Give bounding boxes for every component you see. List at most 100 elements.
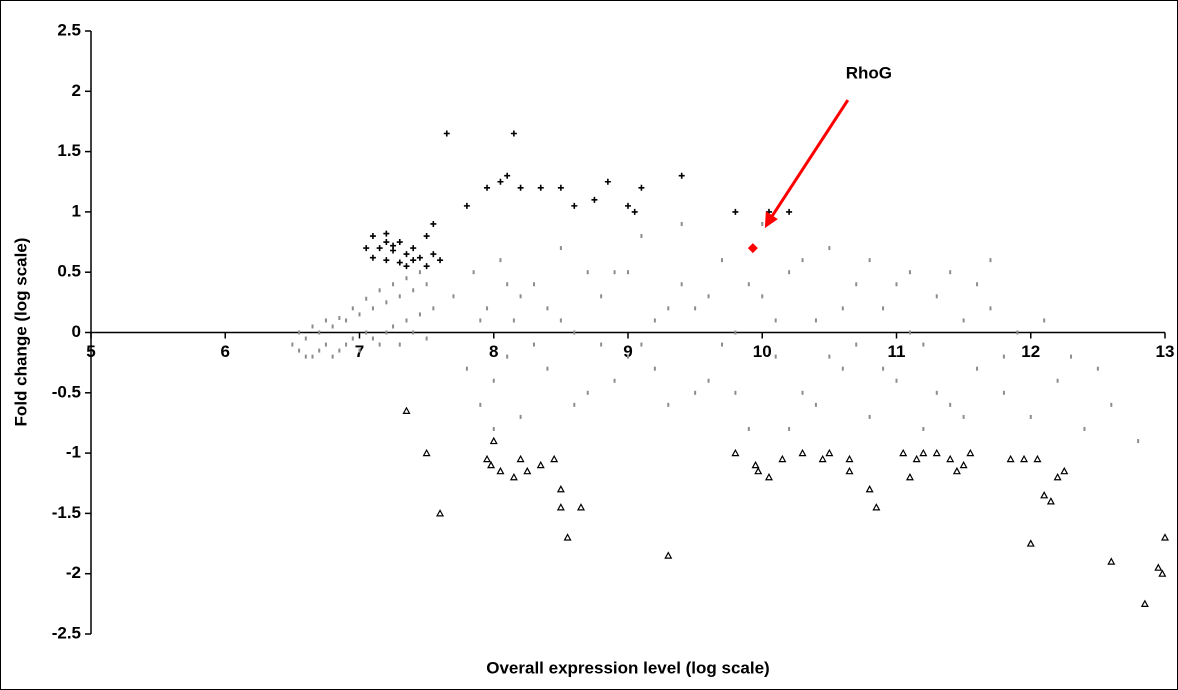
point	[908, 270, 911, 275]
point	[638, 184, 645, 191]
point	[430, 251, 437, 258]
point	[418, 270, 421, 275]
point	[908, 330, 911, 335]
point	[550, 454, 559, 463]
x-tick-label: 13	[1156, 342, 1175, 361]
point	[345, 342, 348, 347]
x-tick-label: 11	[888, 342, 906, 361]
point	[365, 296, 368, 301]
point	[504, 172, 511, 179]
point	[546, 306, 549, 311]
x-tick-label: 12	[1021, 342, 1040, 361]
point	[483, 454, 492, 463]
point	[720, 258, 723, 263]
point	[492, 426, 495, 431]
point	[694, 306, 697, 311]
point	[378, 288, 381, 293]
point	[625, 202, 631, 209]
point	[872, 503, 881, 511]
point	[747, 426, 750, 431]
point	[412, 330, 415, 335]
point	[509, 472, 518, 481]
point	[664, 551, 673, 559]
point	[358, 312, 361, 317]
point	[422, 448, 431, 457]
point	[487, 460, 496, 469]
point	[392, 282, 395, 287]
point	[324, 342, 327, 347]
y-tick-label: 0	[72, 322, 81, 341]
point	[586, 270, 589, 275]
point	[563, 533, 572, 541]
point	[516, 454, 525, 463]
point	[559, 246, 562, 251]
point	[533, 282, 536, 287]
x-tick-label: 5	[86, 342, 95, 361]
point	[559, 318, 562, 323]
point	[324, 318, 327, 323]
point	[707, 378, 710, 383]
point	[707, 294, 710, 299]
point	[922, 342, 925, 347]
point	[418, 312, 421, 317]
point	[631, 208, 638, 215]
y-tick-label: -1.5	[52, 503, 81, 522]
point	[402, 406, 411, 414]
point	[497, 178, 504, 185]
point	[855, 342, 858, 347]
point	[1160, 533, 1170, 541]
point	[506, 354, 509, 359]
point	[351, 336, 354, 341]
point	[1083, 426, 1086, 431]
point	[412, 288, 415, 293]
point	[976, 282, 979, 287]
point	[732, 208, 739, 215]
point	[517, 184, 524, 191]
point	[331, 354, 334, 359]
point	[801, 258, 804, 263]
point	[398, 294, 401, 299]
point	[667, 402, 670, 407]
point	[492, 378, 495, 383]
point	[828, 246, 831, 251]
point	[1002, 390, 1005, 395]
point	[523, 466, 532, 475]
annotation-label: RhoG	[846, 64, 892, 83]
x-tick-label: 9	[623, 342, 632, 361]
point	[331, 324, 334, 329]
point	[1158, 569, 1167, 577]
point	[694, 390, 697, 395]
point	[577, 503, 586, 511]
point	[536, 460, 545, 469]
point	[1020, 454, 1029, 463]
point	[734, 390, 737, 395]
point	[1110, 402, 1113, 407]
point	[604, 178, 611, 185]
point	[882, 306, 885, 311]
point	[363, 245, 370, 252]
point	[1137, 439, 1140, 444]
point	[764, 472, 773, 481]
point	[318, 348, 321, 353]
point	[949, 402, 952, 407]
point	[437, 257, 444, 264]
point	[855, 282, 858, 287]
point	[919, 448, 928, 457]
point	[905, 472, 914, 481]
point	[600, 294, 603, 299]
point	[533, 342, 536, 347]
point	[311, 324, 314, 329]
point	[425, 336, 428, 341]
point	[378, 342, 381, 347]
point	[825, 448, 834, 457]
point	[959, 460, 968, 469]
point	[952, 466, 961, 475]
point	[1029, 414, 1032, 419]
point	[392, 324, 395, 329]
point	[613, 270, 616, 275]
point	[1140, 599, 1149, 607]
point	[586, 390, 589, 395]
point	[430, 220, 437, 227]
point	[432, 306, 435, 311]
point	[720, 342, 723, 347]
